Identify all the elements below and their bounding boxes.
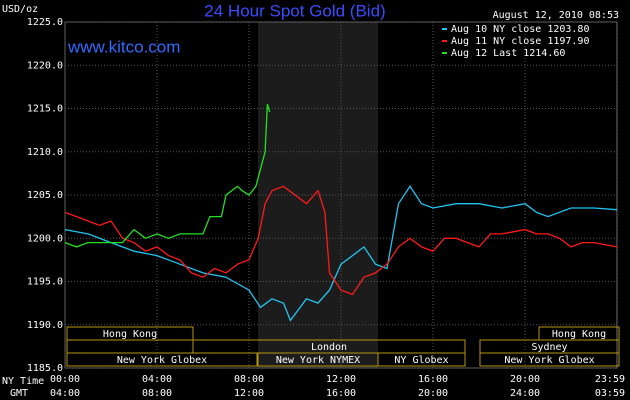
session-label: New York NYMEX: [276, 355, 360, 366]
series-line: [64, 185, 618, 296]
session-box: [377, 352, 466, 367]
x2-tick-label: 24:00: [510, 388, 540, 399]
session-label: London: [311, 342, 347, 353]
session-label: Hong Kong: [103, 329, 157, 340]
timestamp: August 12, 2010 08:53: [493, 10, 619, 21]
legend-label: Aug 10 NY close 1203.80: [451, 24, 589, 35]
session-label: New York Globex: [117, 355, 207, 366]
watermark: www.kitco.com: [67, 37, 180, 56]
y-tick-label: 1220.0: [27, 60, 63, 71]
x-tick-label: 04:00: [142, 374, 172, 385]
x2-label: GMT: [10, 388, 28, 399]
session-box: [66, 352, 258, 367]
y-tick-label: 1210.0: [27, 147, 63, 158]
y-tick-label: 1225.0: [27, 17, 63, 28]
session-box: [479, 352, 620, 367]
series-line: [64, 104, 271, 248]
session-box: [66, 339, 194, 354]
session-label: Sydney: [531, 342, 567, 353]
x-tick-label: 12:00: [326, 374, 356, 385]
x-tick-label: 16:00: [418, 374, 448, 385]
x2-tick-label: 04:00: [50, 388, 80, 399]
legend-label: Aug 12 Last 1214.60: [451, 48, 565, 59]
legend-swatch: [442, 28, 447, 30]
chart-title: 24 Hour Spot Gold (Bid): [204, 1, 385, 20]
x-tick-label: 08:00: [234, 374, 264, 385]
y-tick-label: 1215.0: [27, 104, 63, 115]
session-box: [66, 326, 194, 341]
y-tick-label: 1195.0: [27, 277, 63, 288]
x-label: NY Time: [2, 376, 44, 387]
x2-tick-label: 12:00: [234, 388, 264, 399]
y-label: USD/oz: [2, 4, 38, 15]
legend-label: Aug 11 NY close 1197.90: [451, 36, 589, 47]
x-tick-label: 23:59: [595, 374, 625, 385]
legend-swatch: [442, 52, 447, 54]
legend-swatch: [442, 40, 447, 42]
y-tick-label: 1205.0: [27, 190, 63, 201]
x2-tick-label: 20:00: [418, 388, 448, 399]
session-label: New York Globex: [504, 355, 594, 366]
x2-tick-label: 16:00: [326, 388, 356, 399]
y-tick-label: 1190.0: [27, 320, 63, 331]
series-line: [64, 185, 618, 322]
session-label: NY Globex: [394, 355, 448, 366]
x-tick-label: 00:00: [50, 374, 80, 385]
x2-tick-label: 08:00: [142, 388, 172, 399]
x-tick-label: 20:00: [510, 374, 540, 385]
session-label: Hong Kong: [552, 329, 606, 340]
x2-tick-label: 03:59: [595, 388, 625, 399]
y-tick-label: 1185.0: [27, 363, 63, 374]
y-tick-label: 1200.0: [27, 233, 63, 244]
